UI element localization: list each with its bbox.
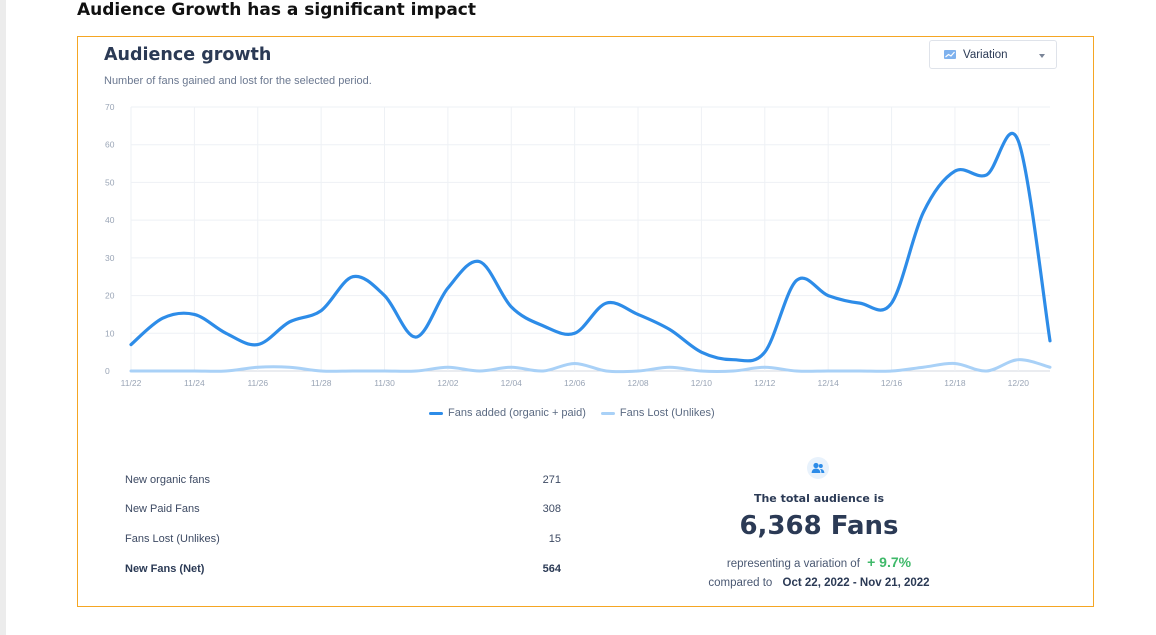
x-tick-label: 12/14: [818, 378, 840, 388]
chart-legend: Fans added (organic + paid) Fans Lost (U…: [429, 407, 715, 419]
series-line-fans-added: [129, 131, 1052, 363]
y-tick-label: 10: [105, 328, 115, 338]
chevron-down-icon: [1039, 54, 1045, 58]
compare-prefix: compared to: [708, 577, 773, 589]
stat-value: 15: [548, 533, 561, 545]
y-tick-label: 40: [105, 215, 115, 225]
compare-date-range: Oct 22, 2022 - Nov 21, 2022: [782, 577, 930, 589]
users-icon: [807, 457, 829, 479]
legend-swatch-fans-lost: [600, 411, 615, 415]
x-tick-label: 12/18: [944, 378, 966, 388]
page-heading: Audience Growth has a significant impact: [77, 0, 477, 20]
stat-value: 308: [542, 503, 561, 515]
window-left-edge: [0, 0, 6, 635]
total-audience-label: The total audience is: [753, 492, 885, 505]
y-tick-label: 30: [105, 253, 115, 263]
x-tick-label: 12/10: [691, 378, 713, 388]
x-tick-label: 12/20: [1008, 378, 1030, 388]
y-tick-label: 60: [105, 140, 115, 150]
stat-value: 271: [542, 474, 561, 486]
stat-label: New Paid Fans: [125, 503, 200, 515]
x-tick-label: 11/22: [121, 378, 142, 388]
stat-label: New Fans (Net): [125, 563, 205, 575]
audience-growth-chart: 0 10 20 30 40 50 60 70 11/22 11/24 11/26 11/28 11/30…: [105, 102, 1052, 388]
card-title: Audience growth: [104, 45, 272, 65]
series-line-fans-lost: [129, 358, 1052, 374]
total-audience-value: 6,368 Fans: [739, 511, 899, 541]
x-tick-label: 12/02: [437, 378, 459, 388]
stat-label: Fans Lost (Unlikes): [125, 533, 220, 545]
variation-prefix: representing a variation of: [726, 558, 860, 570]
y-tick-label: 0: [105, 366, 110, 376]
stats-row-paid: New Paid Fans 308: [125, 503, 561, 515]
compare-line: compared to Oct 22, 2022 - Nov 21, 2022: [654, 577, 984, 589]
y-tick-label: 50: [105, 177, 115, 187]
legend-label-fans-lost: Fans Lost (Unlikes): [619, 407, 715, 419]
y-tick-label: 20: [105, 291, 115, 301]
stat-label: New organic fans: [125, 474, 210, 486]
x-tick-label: 12/04: [501, 378, 523, 388]
card-subtitle: Number of fans gained and lost for the s…: [104, 75, 372, 87]
x-tick-label: 11/30: [374, 378, 395, 388]
x-tick-label: 11/26: [247, 378, 268, 388]
variation-select-label: Variation: [963, 48, 1008, 61]
legend-item-fans-lost[interactable]: Fans Lost (Unlikes): [600, 407, 715, 419]
chart-icon: [944, 50, 956, 59]
stats-row-lost: Fans Lost (Unlikes) 15: [125, 533, 561, 545]
stats-row-organic: New organic fans 271: [125, 474, 561, 486]
x-tick-label: 12/06: [564, 378, 586, 388]
variation-percent: + 9.7%: [867, 554, 912, 570]
legend-item-fans-added[interactable]: Fans added (organic + paid): [429, 407, 586, 419]
x-tick-label: 12/16: [881, 378, 903, 388]
legend-swatch-fans-added: [429, 411, 443, 415]
legend-label-fans-added: Fans added (organic + paid): [448, 407, 586, 419]
y-tick-label: 70: [105, 102, 115, 112]
x-tick-label: 11/24: [184, 378, 205, 388]
audience-growth-card: Audience growth Number of fans gained an…: [77, 36, 1094, 607]
x-tick-label: 12/12: [754, 378, 776, 388]
variation-line: representing a variation of + 9.7%: [654, 554, 984, 570]
stat-value: 564: [542, 563, 561, 575]
variation-select[interactable]: Variation: [929, 40, 1057, 69]
stats-row-net: New Fans (Net) 564: [125, 563, 561, 575]
x-tick-label: 12/08: [627, 378, 649, 388]
x-tick-label: 11/28: [311, 378, 332, 388]
